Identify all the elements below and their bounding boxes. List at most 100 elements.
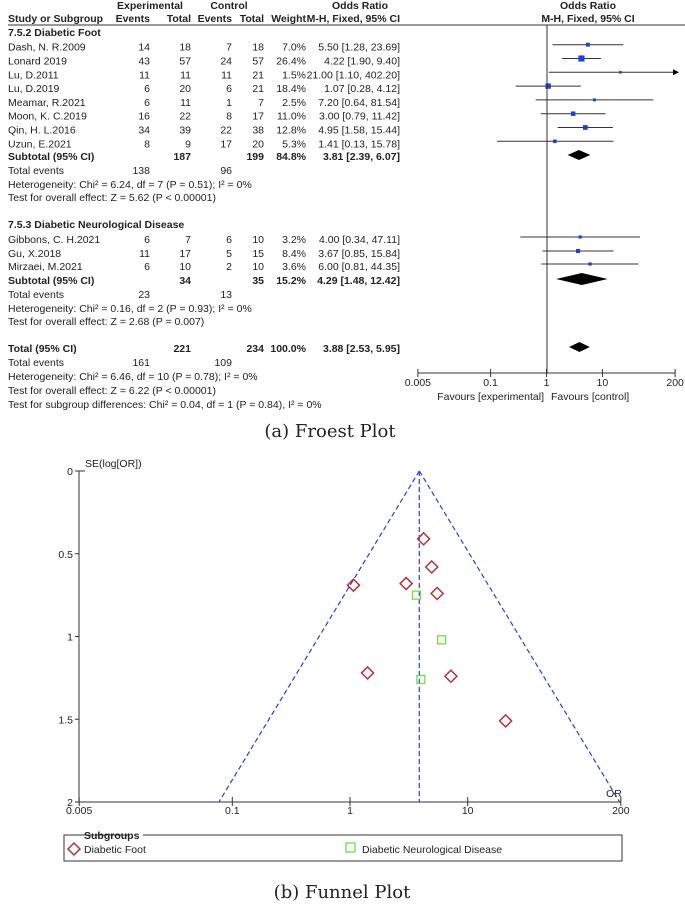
legend-title: Subgroups bbox=[84, 830, 140, 842]
funnel-x-tick-label: 200 bbox=[612, 805, 630, 817]
summary-diamond bbox=[567, 150, 591, 160]
subtotal-row-ctrl-total: 35 bbox=[252, 275, 264, 287]
study-row-label: Dash, N. R.2009 bbox=[8, 42, 86, 54]
total-events-ctrl: 96 bbox=[220, 165, 232, 177]
study-row-odds-ratio: 3.00 [0.79, 11.42] bbox=[319, 111, 400, 123]
header-plot-method: M-H, Fixed, 95% CI bbox=[541, 13, 634, 25]
study-row-ctrl-total: 20 bbox=[252, 138, 264, 150]
effect-square bbox=[553, 139, 557, 144]
total-row-odds-ratio: 3.88 [2.53, 5.95] bbox=[323, 343, 400, 355]
forest-tick-label: 1 bbox=[544, 377, 550, 389]
study-row-ctrl-events: 22 bbox=[220, 125, 232, 137]
study-row-exp-total: 20 bbox=[179, 83, 191, 95]
funnel-y-tick-label: 0 bbox=[67, 466, 73, 478]
effect-square bbox=[588, 262, 592, 266]
study-row-odds-ratio: 4.95 [1.58, 15.44] bbox=[318, 125, 400, 137]
study-row-weight: 5.3% bbox=[282, 138, 306, 150]
header-control: Control bbox=[210, 0, 247, 12]
funnel-left-limit bbox=[218, 470, 420, 803]
study-row-exp-events: 11 bbox=[139, 248, 150, 260]
study-row-exp-events: 6 bbox=[144, 261, 150, 273]
study-row-ctrl-events: 6 bbox=[226, 83, 232, 95]
header-exp-total: Total bbox=[167, 13, 191, 25]
study-row-odds-ratio: 1.41 [0.13, 15.78] bbox=[318, 138, 400, 150]
funnel-y-tick-label: 1.5 bbox=[58, 714, 73, 726]
study-row-weight: 3.6% bbox=[282, 261, 306, 273]
total-events-ctrl: 13 bbox=[220, 289, 232, 301]
study-row-exp-events: 6 bbox=[144, 97, 150, 109]
ci-arrow-icon bbox=[673, 69, 679, 76]
study-row-ctrl-total: 21 bbox=[252, 83, 264, 95]
funnel-point-diamond bbox=[399, 576, 414, 591]
effect-square bbox=[619, 70, 622, 74]
study-row-ctrl-total: 10 bbox=[252, 261, 264, 273]
study-row-ctrl-total: 15 bbox=[252, 248, 264, 260]
overall-effect-text: Test for overall effect: Z = 5.62 (P < 0… bbox=[8, 192, 216, 204]
heterogeneity-text: Heterogeneity: Chi² = 6.24, df = 7 (P = … bbox=[8, 179, 252, 191]
effect-square bbox=[570, 111, 576, 116]
study-row-exp-total: 9 bbox=[185, 138, 191, 150]
study-row-exp-total: 57 bbox=[179, 56, 191, 68]
study-row-exp-events: 43 bbox=[138, 56, 150, 68]
forest-tick-label: 10 bbox=[597, 377, 609, 389]
legend-item-neurological-disease: Diabetic Neurological Disease bbox=[362, 844, 502, 856]
legend-box bbox=[63, 834, 623, 862]
header-ctrl-events: Events bbox=[198, 13, 233, 25]
subtotal-row-label: Subtotal (95% CI) bbox=[8, 151, 94, 163]
study-row-ctrl-total: 10 bbox=[252, 234, 264, 246]
study-row-odds-ratio: 6.00 [0.81, 44.35] bbox=[318, 261, 400, 273]
study-row-exp-events: 6 bbox=[144, 234, 150, 246]
funnel-y-tick-label: 1 bbox=[67, 632, 73, 644]
study-row-exp-total: 39 bbox=[179, 125, 191, 137]
total-events-label: Total events bbox=[8, 289, 64, 301]
funnel-x-tick-label: 0.005 bbox=[66, 805, 92, 817]
study-row-odds-ratio: 4.22 [1.90, 9.40] bbox=[324, 56, 400, 68]
study-row-label: Uzun, E.2021 bbox=[8, 138, 72, 150]
study-row-exp-total: 7 bbox=[185, 234, 191, 246]
study-row-exp-total: 10 bbox=[179, 261, 191, 273]
subtotal-row-weight: 84.8% bbox=[276, 151, 306, 163]
effect-square bbox=[582, 125, 588, 130]
funnel-y-label: SE(log[OR]) bbox=[85, 458, 142, 470]
study-row-ctrl-total: 7 bbox=[258, 97, 264, 109]
header-experimental: Experimental bbox=[117, 0, 183, 12]
summary-diamond bbox=[556, 273, 608, 285]
study-row-exp-events: 14 bbox=[138, 42, 150, 54]
funnel-point-square bbox=[411, 590, 422, 600]
funnel-right-limit bbox=[418, 470, 621, 803]
study-row-ctrl-total: 57 bbox=[252, 56, 264, 68]
study-row-ctrl-events: 5 bbox=[226, 248, 232, 260]
effect-square bbox=[576, 248, 581, 254]
study-row-ctrl-events: 2 bbox=[226, 261, 232, 273]
funnel-point-diamond bbox=[443, 669, 458, 684]
total-events-exp: 138 bbox=[132, 165, 150, 177]
effect-square bbox=[545, 83, 551, 89]
study-row-weight: 1.5% bbox=[282, 69, 306, 81]
study-row-exp-events: 11 bbox=[139, 69, 150, 81]
study-row-ctrl-total: 18 bbox=[252, 42, 264, 54]
study-row-weight: 12.8% bbox=[276, 125, 306, 137]
heterogeneity-text: Heterogeneity: Chi² = 6.46, df = 10 (P =… bbox=[8, 371, 258, 383]
study-row-ctrl-total: 21 bbox=[252, 69, 264, 81]
funnel-y-tick-label: 2 bbox=[67, 797, 73, 809]
header-odds-ratio: Odds Ratio bbox=[332, 0, 388, 12]
favours-control-label: Favours [control] bbox=[551, 391, 629, 403]
effect-square bbox=[578, 55, 585, 62]
funnel-point-square bbox=[436, 635, 447, 645]
study-row-exp-total: 22 bbox=[179, 111, 191, 123]
subtotal-row-label: Subtotal (95% CI) bbox=[8, 275, 94, 287]
total-events-exp: 23 bbox=[138, 289, 150, 301]
study-row-weight: 8.4% bbox=[282, 248, 306, 260]
header-plot-title: Odds Ratio bbox=[560, 0, 616, 12]
legend-item-diabetic-foot: Diabetic Foot bbox=[84, 844, 146, 856]
total-events-label: Total events bbox=[8, 357, 64, 369]
study-row-ctrl-events: 11 bbox=[221, 69, 232, 81]
study-row-ctrl-events: 17 bbox=[220, 138, 232, 150]
total-row-ctrl-total: 234 bbox=[246, 343, 264, 355]
legend-diamond-icon bbox=[66, 841, 82, 857]
total-events-exp: 161 bbox=[132, 357, 150, 369]
overall-effect-text: Test for overall effect: Z = 2.68 (P = 0… bbox=[8, 316, 204, 328]
forest-tick-label: 0.1 bbox=[483, 377, 498, 389]
funnel-caption: (b) Funnel Plot bbox=[274, 882, 411, 903]
subgroup-title: 7.5.2 Diabetic Foot bbox=[8, 27, 101, 39]
